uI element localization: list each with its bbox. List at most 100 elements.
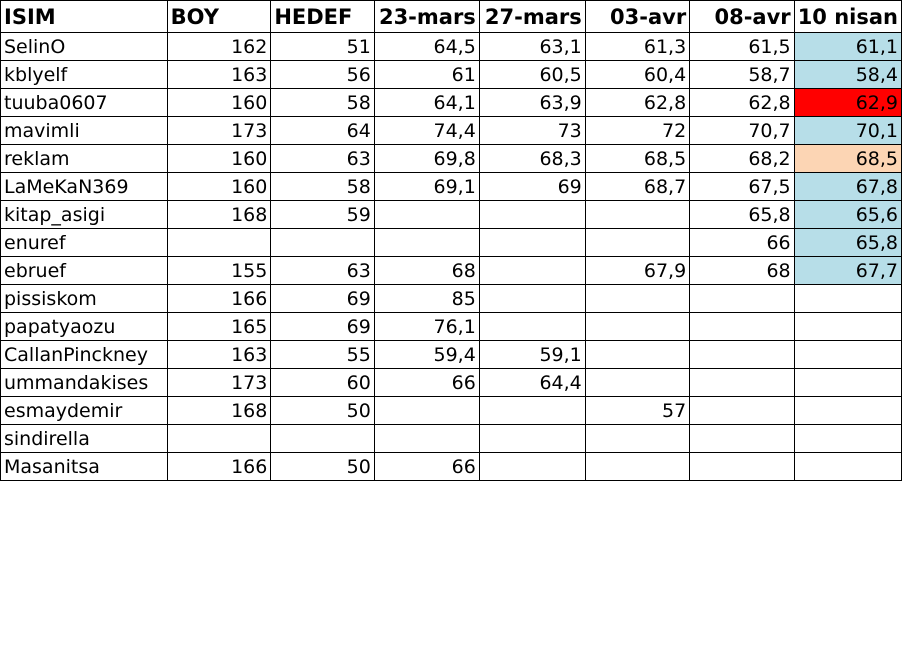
value-cell[interactable]: 50 [270, 396, 375, 425]
name-cell[interactable]: esmaydemir [0, 396, 168, 425]
value-cell[interactable]: 67,5 [689, 172, 795, 201]
value-cell[interactable]: 62,8 [584, 88, 691, 117]
value-cell[interactable] [478, 424, 586, 453]
value-cell[interactable] [270, 228, 375, 257]
name-cell[interactable]: pissiskom [0, 284, 168, 313]
value-cell[interactable]: 64,5 [373, 32, 480, 61]
value-cell[interactable]: 63 [270, 144, 375, 173]
value-cell[interactable] [478, 396, 586, 425]
value-cell[interactable] [478, 312, 586, 341]
value-cell[interactable]: 66 [373, 368, 480, 397]
value-cell[interactable]: 76,1 [373, 312, 480, 341]
value-cell[interactable]: 68,5 [584, 144, 691, 173]
value-cell[interactable] [584, 228, 691, 257]
value-cell[interactable] [478, 200, 586, 229]
column-header[interactable]: 27-mars [478, 0, 586, 33]
value-cell[interactable] [793, 424, 902, 453]
value-cell[interactable]: 64,4 [478, 368, 586, 397]
name-cell[interactable]: sindirella [0, 424, 168, 453]
value-cell[interactable]: 64,1 [373, 88, 480, 117]
value-cell[interactable]: 72 [584, 116, 691, 145]
value-cell[interactable]: 51 [270, 32, 375, 61]
value-cell[interactable]: 63 [270, 256, 375, 285]
name-cell[interactable]: kitap_asigi [0, 200, 168, 229]
value-cell[interactable] [689, 340, 795, 369]
value-cell[interactable]: 166 [166, 452, 272, 481]
value-cell[interactable] [166, 424, 272, 453]
name-cell[interactable]: ummandakises [0, 368, 168, 397]
value-cell[interactable]: 62,9 [793, 88, 902, 117]
value-cell[interactable] [689, 312, 795, 341]
value-cell[interactable]: 160 [166, 144, 272, 173]
value-cell[interactable]: 62,8 [689, 88, 795, 117]
value-cell[interactable]: 68,5 [793, 144, 902, 173]
value-cell[interactable] [270, 424, 375, 453]
value-cell[interactable]: 63,9 [478, 88, 586, 117]
name-cell[interactable]: kblyelf [0, 60, 168, 89]
value-cell[interactable]: 63,1 [478, 32, 586, 61]
value-cell[interactable] [689, 284, 795, 313]
value-cell[interactable] [584, 340, 691, 369]
value-cell[interactable]: 61,5 [689, 32, 795, 61]
value-cell[interactable]: 59,4 [373, 340, 480, 369]
value-cell[interactable] [373, 228, 480, 257]
value-cell[interactable]: 60 [270, 368, 375, 397]
value-cell[interactable]: 67,8 [793, 172, 902, 201]
value-cell[interactable]: 73 [478, 116, 586, 145]
value-cell[interactable]: 61,3 [584, 32, 691, 61]
value-cell[interactable]: 61,1 [793, 32, 902, 61]
value-cell[interactable]: 69 [478, 172, 586, 201]
value-cell[interactable] [478, 284, 586, 313]
value-cell[interactable]: 55 [270, 340, 375, 369]
value-cell[interactable]: 68,2 [689, 144, 795, 173]
value-cell[interactable]: 65,8 [793, 228, 902, 257]
value-cell[interactable] [689, 396, 795, 425]
value-cell[interactable]: 50 [270, 452, 375, 481]
value-cell[interactable]: 65,6 [793, 200, 902, 229]
value-cell[interactable]: 58,7 [689, 60, 795, 89]
value-cell[interactable]: 160 [166, 172, 272, 201]
value-cell[interactable]: 58 [270, 172, 375, 201]
value-cell[interactable] [689, 424, 795, 453]
name-cell[interactable]: Masanitsa [0, 452, 168, 481]
value-cell[interactable]: 64 [270, 116, 375, 145]
value-cell[interactable] [584, 312, 691, 341]
value-cell[interactable]: 68 [689, 256, 795, 285]
value-cell[interactable] [478, 256, 586, 285]
value-cell[interactable]: 59,1 [478, 340, 586, 369]
column-header[interactable]: ISIM [0, 0, 168, 33]
value-cell[interactable]: 60,5 [478, 60, 586, 89]
value-cell[interactable]: 162 [166, 32, 272, 61]
value-cell[interactable]: 163 [166, 60, 272, 89]
value-cell[interactable]: 58 [270, 88, 375, 117]
name-cell[interactable]: ebruef [0, 256, 168, 285]
value-cell[interactable]: 74,4 [373, 116, 480, 145]
value-cell[interactable]: 160 [166, 88, 272, 117]
value-cell[interactable] [793, 368, 902, 397]
value-cell[interactable] [793, 312, 902, 341]
value-cell[interactable] [373, 200, 480, 229]
value-cell[interactable]: 168 [166, 396, 272, 425]
name-cell[interactable]: LaMeKaN369 [0, 172, 168, 201]
value-cell[interactable]: 165 [166, 312, 272, 341]
value-cell[interactable]: 67,7 [793, 256, 902, 285]
value-cell[interactable]: 68 [373, 256, 480, 285]
value-cell[interactable]: 168 [166, 200, 272, 229]
name-cell[interactable]: papatyaozu [0, 312, 168, 341]
name-cell[interactable]: SelinO [0, 32, 168, 61]
value-cell[interactable]: 65,8 [689, 200, 795, 229]
column-header[interactable]: 03-avr [584, 0, 691, 33]
value-cell[interactable]: 68,7 [584, 172, 691, 201]
column-header[interactable]: 23-mars [373, 0, 480, 33]
value-cell[interactable]: 68,3 [478, 144, 586, 173]
value-cell[interactable]: 58,4 [793, 60, 902, 89]
value-cell[interactable]: 173 [166, 368, 272, 397]
column-header[interactable]: BOY [166, 0, 272, 33]
value-cell[interactable] [373, 396, 480, 425]
column-header[interactable]: 08-avr [689, 0, 795, 33]
value-cell[interactable]: 60,4 [584, 60, 691, 89]
value-cell[interactable]: 166 [166, 284, 272, 313]
value-cell[interactable] [689, 452, 795, 481]
value-cell[interactable]: 66 [689, 228, 795, 257]
column-header[interactable]: HEDEF [270, 0, 375, 33]
